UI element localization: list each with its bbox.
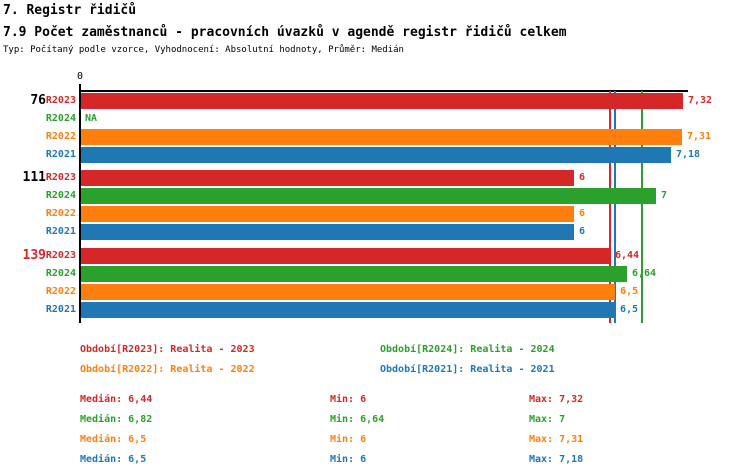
bar-value-label: 6,5 [620,286,639,297]
legend-item-r2021: Období[R2021]: Realita - 2021 [380,364,555,375]
bar-R2021 [81,302,615,318]
stat-max-r2024: Max: 7 [529,414,566,425]
bar-R2022 [81,129,682,145]
bar-value-label: 7,31 [687,131,712,142]
stat-min-r2022: Min: 6 [330,434,367,445]
legend-item-r2024: Období[R2024]: Realita - 2024 [380,344,555,355]
bar-series-label: R2021 [45,149,76,160]
bar-row: R2022 6,5 [0,284,750,300]
bar-value-label: 6,64 [632,268,657,279]
bar-R2023 [81,170,574,186]
bar-row: R2022 7,31 [0,129,750,145]
group-label-76: 76 [30,93,46,108]
bar-series-label: R2024 [45,268,76,279]
y-axis-line [79,84,81,323]
bar-series-label: R2022 [45,286,76,297]
bar-value-label: 6,5 [620,304,639,315]
bar-R2022 [81,284,615,300]
bar-series-label: R2023 [45,172,76,183]
group-label-111: 111 [22,170,46,185]
reference-line-median-R2023 [609,91,612,323]
bar-R2022 [81,206,574,222]
bar-row: R2024 7 [0,188,750,204]
stat-min-r2024: Min: 6,64 [330,414,385,425]
stat-max-r2022: Max: 7,31 [529,434,584,445]
stat-min-r2021: Min: 6 [330,454,367,465]
bar-value-label: 7,18 [676,149,701,160]
stat-median-r2022: Medián: 6,5 [80,434,147,445]
bar-value-label: NA [85,113,98,124]
report-section-title: 7. Registr řidičů [3,3,137,18]
stat-max-r2021: Max: 7,18 [529,454,584,465]
bar-row: R2023 6,44 [0,248,750,264]
reference-line-median-R2024 [640,91,643,323]
bar-series-label: R2022 [45,131,76,142]
legend-item-r2023: Období[R2023]: Realita - 2023 [80,344,255,355]
bar-row: R2022 6 [0,206,750,222]
chart-title: 7.9 Počet zaměstnanců - pracovních úvazk… [3,25,567,40]
bar-series-label: R2021 [45,304,76,315]
bar-series-label: R2024 [45,113,76,124]
bar-row: R2023 6 [0,170,750,186]
stat-median-r2023: Medián: 6,44 [80,394,153,405]
bar-R2024 [81,188,656,204]
bar-R2021 [81,147,671,163]
bar-R2021 [81,224,574,240]
bar-row: R2021 6,5 [0,302,750,318]
bar-row: R2024 6,64 [0,266,750,282]
bar-value-label: 7 [661,190,668,201]
chart-meta-line: Typ: Počítaný podle vzorce, Vyhodnocení:… [3,45,404,55]
bar-row: R2024 NA [0,111,750,127]
x-axis-line [79,90,688,92]
bar-R2024 [81,266,627,282]
bar-series-label: R2023 [45,95,76,106]
bar-value-label: 7,32 [688,95,713,106]
reference-line-median-R2021 [614,91,617,323]
bar-row: R2021 6 [0,224,750,240]
x-axis-tick-label: 0 [76,71,84,82]
bar-R2023 [81,248,610,264]
bar-value-label: 6 [579,226,586,237]
stat-max-r2023: Max: 7,32 [529,394,584,405]
stat-median-r2024: Medián: 6,82 [80,414,153,425]
bar-row: R2021 7,18 [0,147,750,163]
bar-series-label: R2023 [45,250,76,261]
stat-min-r2023: Min: 6 [330,394,367,405]
bar-value-label: 6 [579,172,586,183]
bar-row: R2023 7,32 [0,93,750,109]
bar-R2023 [81,93,683,109]
stat-median-r2021: Medián: 6,5 [80,454,147,465]
bar-series-label: R2022 [45,208,76,219]
legend-item-r2022: Období[R2022]: Realita - 2022 [80,364,255,375]
bar-series-label: R2024 [45,190,76,201]
group-label-139: 139 [22,248,46,263]
bar-value-label: 6 [579,208,586,219]
bar-value-label: 6,44 [615,250,640,261]
bar-series-label: R2021 [45,226,76,237]
